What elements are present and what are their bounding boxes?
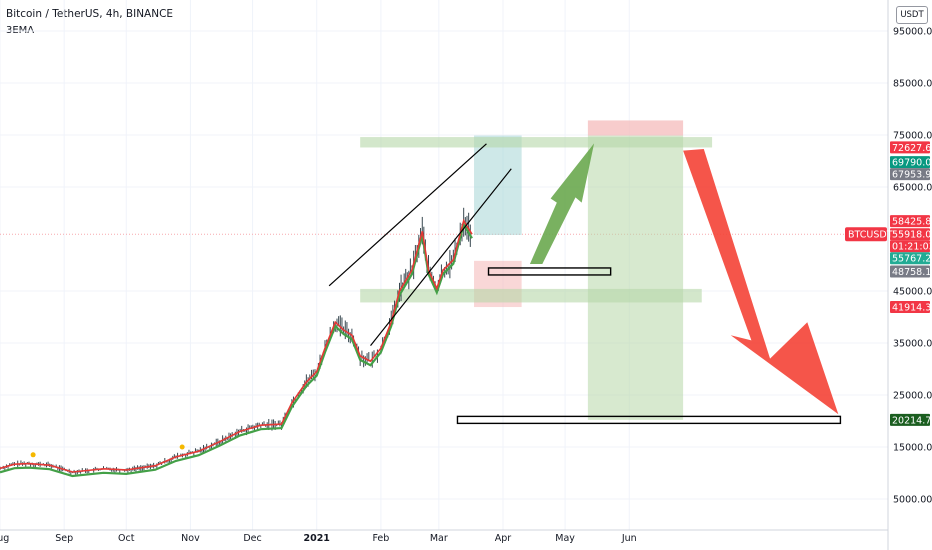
signal-dot (179, 444, 185, 450)
time-axis-label: Dec (243, 533, 261, 544)
price-axis-label: 75000.00 (893, 131, 932, 142)
price-axis-label: 25000.00 (893, 391, 932, 402)
signal-dot (30, 452, 36, 458)
time-axis-label: Apr (495, 533, 512, 544)
down-arrow (683, 149, 839, 415)
price-tag-label: 67953.92 (892, 170, 932, 181)
time-axis-label: Sep (55, 533, 73, 544)
price-tag (890, 252, 930, 265)
price-axis-label: 5000.00 (893, 495, 932, 506)
price-tag (890, 413, 930, 426)
time-axis-label: Nov (181, 533, 200, 544)
channel-lower-line (370, 168, 512, 346)
time-axis-label: May (555, 533, 575, 544)
symbol-tag-label: BTCUSDT (848, 230, 893, 241)
price-tag-label: 69790.04 (892, 158, 932, 169)
price-tag (890, 156, 930, 169)
time-axis-label: 2021 (303, 533, 329, 544)
price-tag (890, 240, 930, 253)
price-tag-label: 41914.38 (892, 303, 932, 314)
price-tag (890, 228, 930, 241)
price-tag (890, 168, 930, 181)
chart-title: Bitcoin / TetherUS, 4h, BINANCE (6, 8, 174, 20)
currency-selector[interactable]: USDT (896, 6, 928, 24)
price-axis-label: 15000.00 (893, 443, 932, 454)
price-tag-label: 58425.89 (892, 217, 932, 228)
time-axis-label: Mar (430, 533, 448, 544)
price-tag-label: 55767.21 (892, 254, 932, 265)
price-axis-label: 45000.00 (893, 287, 932, 298)
short-target-zone (587, 135, 684, 420)
time-axis-label: Feb (372, 533, 389, 544)
price-tag (890, 265, 930, 278)
time-axis-label: Jun (621, 533, 637, 544)
price-tag-label: 01:21:03 (892, 242, 932, 253)
ema-fast-line (0, 218, 473, 473)
resistance-zone (360, 137, 713, 148)
price-axis-label: 65000.00 (893, 183, 932, 194)
short-stop-zone (587, 120, 684, 136)
price-tag-label: 72627.68 (892, 143, 932, 154)
price-axis-label: 85000.00 (893, 79, 932, 90)
price-axis-label: 35000.00 (893, 339, 932, 350)
price-tag-label: 20214.77 (892, 415, 932, 426)
symbol-tag (845, 227, 887, 242)
channel-upper-line (328, 143, 487, 287)
price-tag-label: 48758.10 (892, 267, 932, 278)
price-tag-label: 55918.04 (892, 230, 932, 241)
ema-slow-line (0, 222, 473, 478)
time-axis-label: Oct (118, 533, 135, 544)
price-tag (890, 215, 930, 228)
price-tag (890, 141, 930, 154)
price-tag (890, 301, 930, 314)
time-axis-label: Aug (0, 533, 9, 544)
support-zone (360, 288, 702, 303)
target-box (456, 415, 842, 425)
entry-box (487, 267, 612, 276)
price-axis-label: 95000.00 (893, 27, 932, 38)
up-arrow (529, 143, 595, 264)
